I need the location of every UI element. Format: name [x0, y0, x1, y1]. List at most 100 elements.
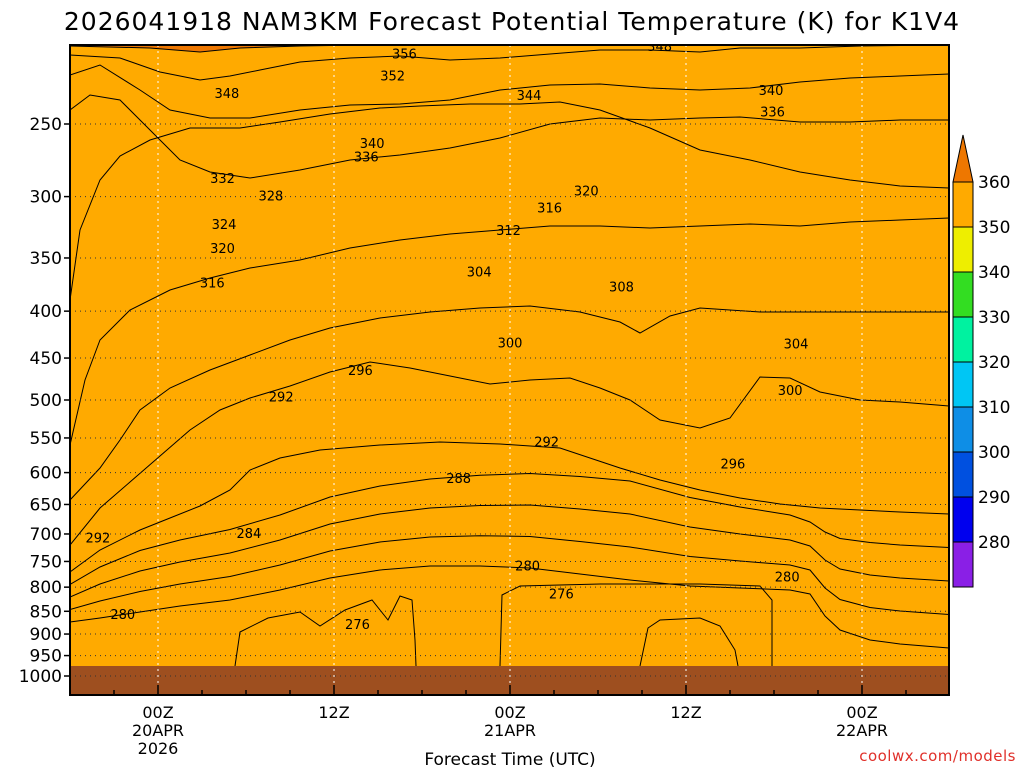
contour-label: 324	[212, 218, 237, 233]
colorbar-segment	[952, 496, 974, 543]
contour-line	[70, 101, 949, 301]
contour-lines	[70, 45, 949, 667]
y-tick-label: 950	[30, 647, 62, 667]
colorbar-label: 340	[978, 263, 1010, 283]
contour-label: 288	[446, 472, 471, 487]
contour-label: 320	[210, 242, 235, 257]
contour-label: 348	[647, 40, 672, 55]
contour-label: 352	[380, 70, 405, 85]
contour-line	[499, 583, 773, 667]
y-tick-label: 1000	[19, 667, 62, 687]
y-tick-label: 300	[30, 188, 62, 208]
x-tick-label: 12Z	[318, 703, 349, 722]
chart-title: 2026041918 NAM3KM Forecast Potential Tem…	[64, 7, 960, 36]
contour-label: 340	[759, 84, 784, 99]
contour-label: 340	[360, 137, 385, 152]
contour-line	[70, 565, 949, 649]
contour-label: 300	[498, 337, 523, 352]
contour-label: 332	[210, 172, 235, 187]
colorbar: 360 350 340 330 320 310 300 290 280	[952, 134, 1010, 588]
contour-label: 344	[517, 89, 542, 104]
y-tick-label: 250	[30, 115, 62, 135]
contour-label: 316	[537, 201, 562, 216]
contour-label: 336	[354, 151, 379, 166]
contour-label: 296	[721, 458, 746, 473]
x-axis-title: Forecast Time (UTC)	[424, 750, 595, 768]
contour-line	[70, 472, 949, 585]
contour-label: 292	[85, 532, 110, 547]
colorbar-segment	[952, 316, 974, 363]
contour-label: 296	[348, 364, 373, 379]
contour-label: 336	[760, 106, 785, 121]
contour-line	[70, 64, 949, 119]
contour-label: 304	[467, 265, 492, 280]
y-tick-label: 700	[30, 525, 62, 545]
x-tick-label: 00Z	[142, 703, 173, 722]
colorbar-arrow-top	[952, 134, 974, 183]
y-tick-label: 750	[30, 552, 62, 572]
contour-label: 320	[574, 184, 599, 199]
contour-label: 304	[784, 338, 809, 353]
x-tick-label: 2026	[138, 739, 179, 758]
y-tick-label: 600	[30, 464, 62, 484]
colorbar-label: 330	[978, 308, 1010, 328]
contour-label: 284	[237, 527, 262, 542]
x-tick-label: 22APR	[836, 721, 888, 740]
colorbar-label: 300	[978, 443, 1010, 463]
y-tick-label: 550	[30, 429, 62, 449]
colorbar-label: 310	[978, 398, 1010, 418]
y-tick-label: 400	[30, 302, 62, 322]
colorbar-segment	[952, 541, 974, 588]
contour-label: 276	[345, 618, 370, 633]
y-axis: 250 300 350 400 450 500 550 600 650 700 750 800 850 9…	[19, 115, 70, 687]
contour-line	[639, 617, 739, 667]
contour-label: 356	[392, 48, 417, 63]
x-tick-label: 00Z	[494, 703, 525, 722]
contour-label: 300	[778, 384, 803, 399]
contour-label: 348	[215, 87, 240, 102]
colorbar-segment	[952, 271, 974, 318]
y-tick-label: 350	[30, 249, 62, 269]
colorbar-segment	[952, 226, 974, 273]
contour-label: 276	[549, 588, 574, 603]
contour-label: 292	[534, 435, 559, 450]
contour-label: 316	[200, 276, 225, 291]
contour-line	[70, 305, 949, 501]
colorbar-label: 360	[978, 173, 1010, 193]
contour-label: 328	[259, 190, 284, 205]
contour-label: 280	[110, 608, 135, 623]
y-tick-label: 900	[30, 625, 62, 645]
contour-line	[70, 504, 949, 598]
x-tick-label: 21APR	[484, 721, 536, 740]
contour-label: 308	[609, 281, 634, 296]
grid-lines	[70, 45, 949, 695]
colorbar-label: 350	[978, 218, 1010, 238]
x-tick-label: 00Z	[846, 703, 877, 722]
y-tick-label: 800	[30, 578, 62, 598]
colorbar-segment	[952, 361, 974, 408]
colorbar-segment	[952, 181, 974, 228]
contour-label: 280	[775, 571, 800, 586]
colorbar-label: 280	[978, 533, 1010, 553]
contour-label: 312	[496, 224, 521, 239]
contour-line	[70, 217, 949, 446]
contour-line	[70, 45, 949, 81]
y-tick-label: 500	[30, 391, 62, 411]
y-tick-label: 850	[30, 602, 62, 622]
credit-text: coolwx.com/models	[859, 747, 1016, 765]
contour-label: 292	[269, 391, 294, 406]
colorbar-label: 320	[978, 353, 1010, 373]
x-tick-label: 20APR	[132, 721, 184, 740]
y-tick-label: 650	[30, 495, 62, 515]
contour-label: 280	[515, 560, 540, 575]
colorbar-label: 290	[978, 488, 1010, 508]
contour-line	[234, 595, 417, 667]
contour-line	[70, 535, 949, 615]
colorbar-segment	[952, 451, 974, 498]
x-tick-label: 12Z	[670, 703, 701, 722]
contour-line	[70, 441, 949, 573]
